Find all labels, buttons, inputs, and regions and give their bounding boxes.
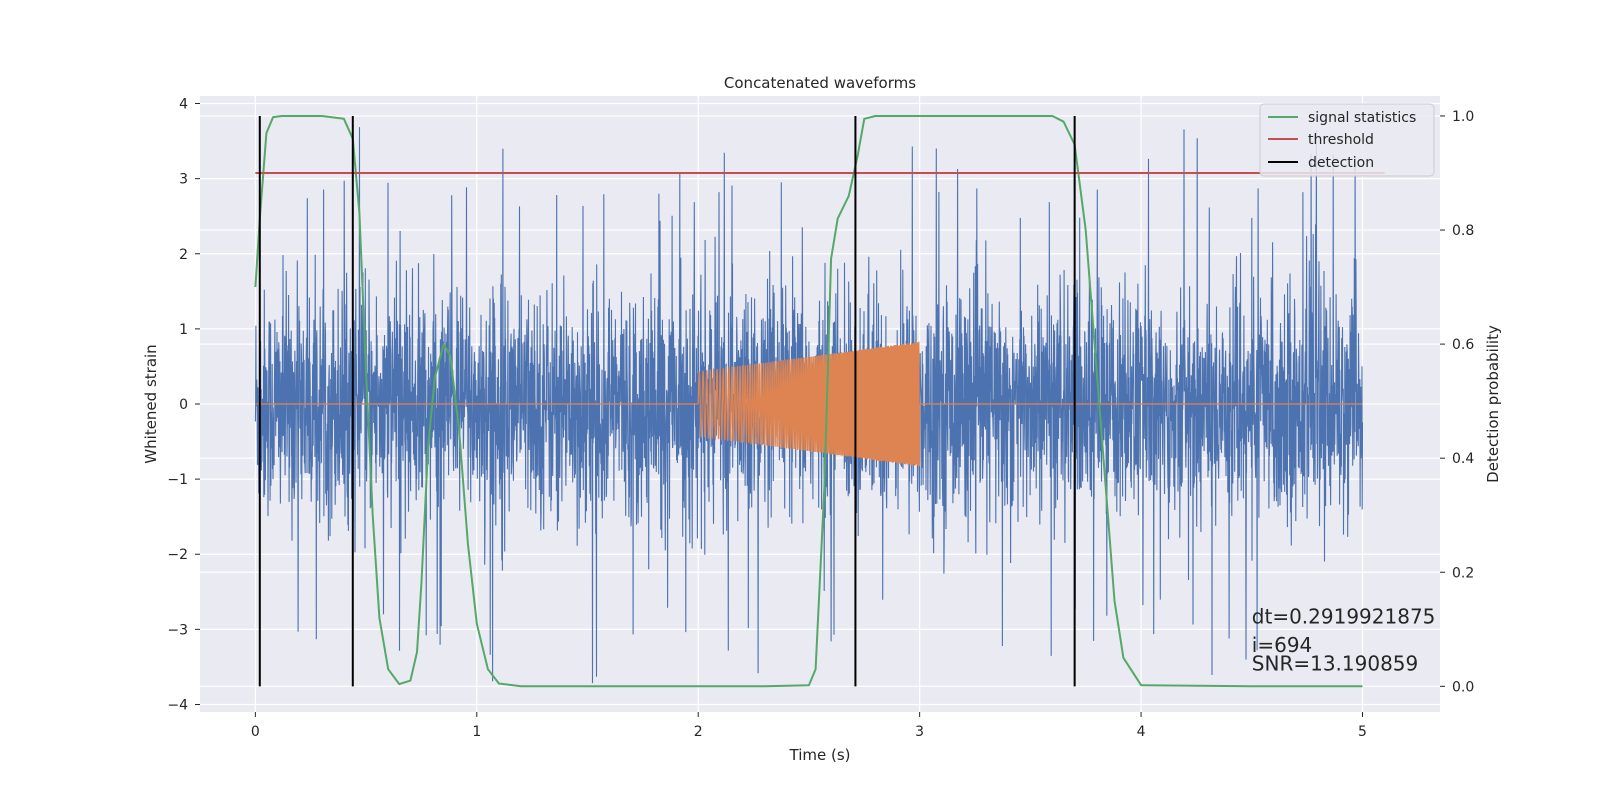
strain-line [254,127,1364,684]
y-tick-label-right-3: 0.4 [1452,451,1474,467]
x-tick-label-1: 1 [472,724,481,740]
y-axis-label-right: Detection probability [1484,325,1502,483]
y-tick-label-left-7: −3 [167,622,188,638]
y-tick-label-left-6: −2 [167,547,188,563]
legend-label-signal-statistics: signal statistics [1308,110,1416,126]
y-tick-label-left-3: 1 [179,322,188,338]
legend: signal statistics threshold detection [1259,103,1435,177]
y-tick-label-left-4: 0 [179,397,188,413]
legend-label-detection: detection [1308,155,1374,171]
y-tick-label-left-1: 3 [179,172,188,188]
annotation-0: dt=0.2919921875 [1252,604,1436,628]
chart-title: Concatenated waveforms [724,74,916,92]
signal-statistics-line [254,115,1363,688]
x-axis-label: Time (s) [789,746,851,764]
injection-series [255,341,1363,467]
legend-label-threshold: threshold [1308,132,1374,148]
annotation-1: i=694 [1252,633,1313,657]
x-tick-label-0: 0 [251,724,260,740]
y-tick-label-right-5: 0.0 [1452,679,1474,695]
x-tick-label-5: 5 [1358,724,1367,740]
y-tick-label-right-4: 0.2 [1452,565,1474,581]
y-tick-label-left-2: 2 [179,247,188,263]
annotation-2: SNR=13.190859 [1252,652,1418,676]
y-axis-label-left: Whitened strain [142,344,160,463]
x-tick-label-4: 4 [1137,724,1146,740]
y-tick-label-right-0: 1.0 [1452,109,1474,125]
y-tick-label-left-5: −1 [167,472,188,488]
y-tick-label-left-8: −4 [167,697,188,713]
y-tick-label-left-0: 4 [179,97,188,113]
x-tick-label-3: 3 [915,724,924,740]
strain-series [254,127,1364,684]
signal-statistics-series [254,115,1363,688]
ticks: 0 1 2 3 4 5 4 3 2 1 0 −1 −2 −3 −4 1.0 0.8 0.6 0.4 0.2 0.0 [167,97,1474,740]
detection-series [258,115,1076,687]
y-tick-label-right-1: 0.8 [1452,223,1474,239]
x-tick-label-2: 2 [694,724,703,740]
legend-box [1259,103,1435,177]
injection-line [255,341,1363,467]
y-tick-label-right-2: 0.6 [1452,337,1474,353]
